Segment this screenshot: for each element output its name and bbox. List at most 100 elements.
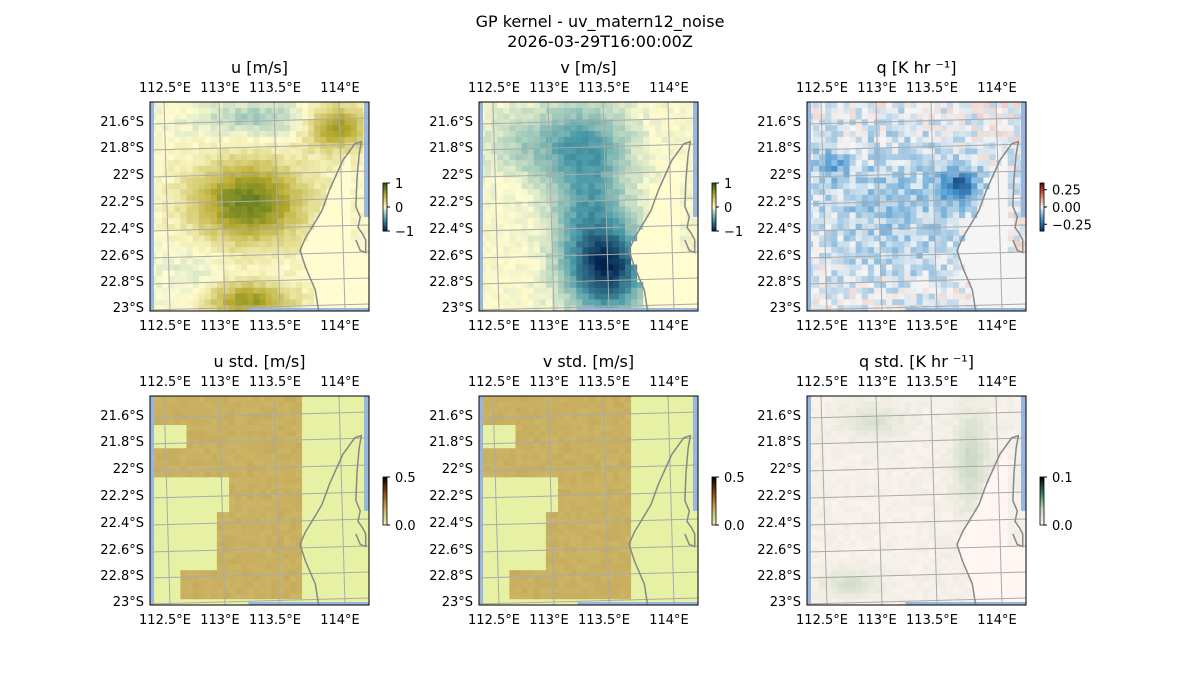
heatmap-cell	[192, 430, 200, 438]
heatmap-cell	[283, 425, 291, 432]
heatmap-cell	[813, 305, 820, 312]
heatmap-cell	[277, 494, 285, 502]
heatmap-cell	[521, 189, 529, 196]
heatmap-cell	[296, 177, 303, 184]
heatmap-cell	[576, 102, 584, 109]
heatmap-cell	[618, 160, 626, 167]
heatmap-cell	[831, 136, 839, 144]
heatmap-cell	[971, 160, 978, 167]
heatmap-cell	[356, 293, 364, 300]
heatmap-cell	[916, 241, 924, 248]
heatmap-cell	[229, 165, 236, 173]
heatmap-cell	[934, 206, 942, 213]
heatmap-cell	[1013, 241, 1021, 248]
heatmap-cell	[216, 564, 224, 571]
heatmap-cell	[661, 212, 669, 219]
heatmap-cell	[861, 131, 869, 138]
heatmap-cell	[576, 171, 584, 179]
heatmap-cell	[667, 102, 675, 109]
heatmap-cell	[277, 189, 285, 196]
heatmap-cell	[910, 148, 918, 155]
heatmap-cell	[168, 575, 175, 583]
heatmap-cell	[679, 212, 687, 219]
y-tick-label: 23°S	[113, 301, 144, 316]
heatmap-cell	[625, 119, 632, 126]
heatmap-cell	[162, 189, 169, 196]
heatmap-cell	[338, 287, 346, 295]
heatmap-cell	[168, 552, 175, 560]
heatmap-cell	[326, 264, 334, 271]
heatmap-cell	[229, 448, 236, 455]
heatmap-cell	[661, 299, 669, 306]
heatmap-cell	[558, 200, 565, 208]
heatmap-cell	[192, 142, 200, 150]
heatmap-cell	[283, 593, 291, 600]
heatmap-cell	[612, 293, 620, 300]
heatmap-cell	[594, 299, 602, 306]
heatmap-cell	[873, 194, 881, 202]
heatmap-cell	[831, 171, 839, 179]
grid-line-lat	[806, 277, 1027, 285]
heatmap-cell	[916, 171, 924, 179]
heatmap-cell	[168, 194, 175, 202]
heatmap-cell	[582, 119, 590, 126]
heatmap-cell	[855, 235, 863, 242]
heatmap-cell	[892, 305, 899, 312]
heatmap-cell	[618, 165, 626, 173]
heatmap-cell	[265, 235, 273, 242]
heatmap-cell	[204, 419, 212, 426]
heatmap-cell	[612, 119, 620, 126]
heatmap-cell	[661, 177, 669, 184]
heatmap-cell	[186, 113, 194, 121]
heatmap-cell	[521, 264, 529, 271]
heatmap-cell	[625, 113, 632, 121]
heatmap-cell	[673, 264, 681, 271]
heatmap-cell	[156, 552, 163, 560]
heatmap-cell	[679, 148, 687, 155]
heatmap-cell	[813, 154, 820, 161]
heatmap-cell	[989, 189, 997, 196]
heatmap-cell	[235, 258, 242, 266]
heatmap-cell	[606, 183, 614, 190]
heatmap-cell	[843, 241, 851, 248]
heatmap-cell	[192, 264, 200, 271]
heatmap-cell	[892, 264, 899, 271]
heatmap-cell	[241, 229, 248, 237]
heatmap-cell	[265, 465, 273, 473]
heatmap-cell	[934, 200, 942, 208]
heatmap-cell	[977, 218, 985, 225]
heatmap-cell	[989, 119, 997, 126]
heatmap-cell	[509, 160, 517, 167]
heatmap-cell	[983, 119, 991, 126]
heatmap-cell	[521, 258, 529, 266]
heatmap-cell	[162, 425, 169, 432]
heatmap-cell	[977, 264, 985, 271]
heatmap-cell	[545, 241, 553, 248]
heatmap-cell	[995, 235, 1003, 242]
heatmap-cell	[953, 281, 960, 289]
heatmap-cell	[539, 200, 547, 208]
heatmap-cell	[940, 206, 948, 213]
heatmap-cell	[861, 171, 869, 179]
heatmap-cell	[229, 299, 236, 306]
heatmap-cell	[631, 177, 638, 184]
heatmap-cell	[168, 148, 175, 155]
heatmap-cell	[223, 113, 230, 121]
heatmap-cell	[527, 218, 535, 225]
grid-line-lon	[875, 101, 883, 312]
heatmap-cell	[198, 419, 206, 426]
heatmap-cell	[296, 189, 303, 196]
heatmap-cell	[600, 194, 608, 202]
heatmap-cell	[892, 252, 899, 260]
heatmap-cell	[953, 293, 960, 300]
heatmap-cell	[162, 512, 169, 519]
heatmap-cell	[533, 131, 541, 138]
heatmap-cell	[308, 270, 315, 277]
grid-line-lat	[478, 117, 699, 125]
heatmap-cell	[673, 229, 681, 237]
heatmap-cell	[308, 125, 315, 132]
heatmap-cell	[289, 293, 297, 300]
heatmap-cell	[289, 483, 297, 490]
heatmap-cell	[302, 183, 309, 190]
heatmap-cell	[283, 136, 291, 144]
